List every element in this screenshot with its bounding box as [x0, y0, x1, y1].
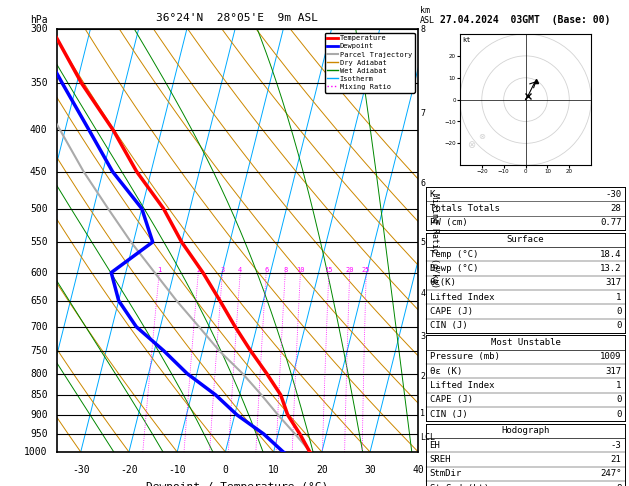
Text: 1: 1 — [420, 409, 425, 417]
Text: θε(K): θε(K) — [430, 278, 457, 287]
Text: 8: 8 — [420, 25, 425, 34]
Text: -30: -30 — [605, 190, 621, 199]
Text: 0: 0 — [616, 321, 621, 330]
Text: 247°: 247° — [600, 469, 621, 479]
Text: 700: 700 — [30, 322, 48, 332]
Text: SREH: SREH — [430, 455, 451, 464]
Text: 1: 1 — [616, 293, 621, 302]
Text: 18.4: 18.4 — [600, 249, 621, 259]
Text: Dewpoint / Temperature (°C): Dewpoint / Temperature (°C) — [147, 482, 328, 486]
Text: 36°24'N  28°05'E  9m ASL: 36°24'N 28°05'E 9m ASL — [157, 13, 318, 23]
Text: PW (cm): PW (cm) — [430, 218, 467, 227]
Text: 21: 21 — [611, 455, 621, 464]
Text: 500: 500 — [30, 204, 48, 213]
Text: Mixing Ratio (g/kg): Mixing Ratio (g/kg) — [430, 193, 439, 288]
Text: LCL: LCL — [420, 433, 435, 442]
Text: StmSpd (kt): StmSpd (kt) — [430, 484, 489, 486]
Text: -10: -10 — [169, 465, 186, 475]
Legend: Temperature, Dewpoint, Parcel Trajectory, Dry Adiabat, Wet Adiabat, Isotherm, Mi: Temperature, Dewpoint, Parcel Trajectory… — [325, 33, 415, 93]
Text: km
ASL: km ASL — [420, 5, 435, 25]
Text: 0: 0 — [616, 395, 621, 404]
Text: 7: 7 — [420, 108, 425, 118]
Text: Totals Totals: Totals Totals — [430, 204, 499, 213]
Text: Dewp (°C): Dewp (°C) — [430, 264, 478, 273]
Text: EH: EH — [430, 441, 440, 450]
Text: CIN (J): CIN (J) — [430, 321, 467, 330]
Text: 650: 650 — [30, 295, 48, 306]
Text: 950: 950 — [30, 429, 48, 439]
Text: 3: 3 — [420, 332, 425, 341]
Text: θε (K): θε (K) — [430, 366, 462, 376]
Text: 600: 600 — [30, 268, 48, 278]
Text: 10: 10 — [296, 267, 304, 273]
Text: 28: 28 — [611, 204, 621, 213]
Text: -20: -20 — [120, 465, 138, 475]
Text: 1: 1 — [616, 381, 621, 390]
Text: 6: 6 — [264, 267, 269, 273]
Text: ⊗: ⊗ — [478, 132, 486, 141]
Text: hPa: hPa — [30, 15, 48, 25]
Text: 450: 450 — [30, 167, 48, 176]
Text: Hodograph: Hodograph — [501, 426, 550, 435]
Text: 5: 5 — [420, 238, 425, 246]
Text: CAPE (J): CAPE (J) — [430, 395, 472, 404]
Text: kt: kt — [462, 36, 471, 43]
Text: 800: 800 — [30, 368, 48, 379]
Text: 317: 317 — [605, 278, 621, 287]
Text: 25: 25 — [362, 267, 370, 273]
Text: StmDir: StmDir — [430, 469, 462, 479]
Text: 0: 0 — [616, 307, 621, 316]
Text: 1009: 1009 — [600, 352, 621, 362]
Text: 8: 8 — [283, 267, 287, 273]
Text: -30: -30 — [72, 465, 89, 475]
Text: 550: 550 — [30, 237, 48, 247]
Text: 20: 20 — [345, 267, 354, 273]
Text: 750: 750 — [30, 346, 48, 356]
Text: -3: -3 — [611, 441, 621, 450]
Text: 30: 30 — [364, 465, 376, 475]
Text: 317: 317 — [605, 366, 621, 376]
Text: 4: 4 — [420, 289, 425, 298]
Text: 300: 300 — [30, 24, 48, 34]
Text: 8: 8 — [616, 484, 621, 486]
Text: 2: 2 — [420, 372, 425, 381]
Text: 400: 400 — [30, 125, 48, 135]
Text: 0: 0 — [616, 410, 621, 419]
Text: 27.04.2024  03GMT  (Base: 00): 27.04.2024 03GMT (Base: 00) — [440, 15, 611, 25]
Text: 4: 4 — [238, 267, 242, 273]
Text: 20: 20 — [316, 465, 328, 475]
Text: ⊗: ⊗ — [467, 140, 475, 150]
Text: 13.2: 13.2 — [600, 264, 621, 273]
Text: CIN (J): CIN (J) — [430, 410, 467, 419]
Text: Lifted Index: Lifted Index — [430, 293, 494, 302]
Text: 0: 0 — [223, 465, 228, 475]
Text: Temp (°C): Temp (°C) — [430, 249, 478, 259]
Text: Surface: Surface — [507, 235, 544, 244]
Text: CAPE (J): CAPE (J) — [430, 307, 472, 316]
Text: Lifted Index: Lifted Index — [430, 381, 494, 390]
Text: 6: 6 — [420, 178, 425, 188]
Text: 350: 350 — [30, 78, 48, 88]
Text: Pressure (mb): Pressure (mb) — [430, 352, 499, 362]
Text: K: K — [430, 190, 435, 199]
Text: 3: 3 — [220, 267, 225, 273]
Text: 1: 1 — [157, 267, 162, 273]
Text: 40: 40 — [413, 465, 424, 475]
Text: 900: 900 — [30, 410, 48, 420]
Text: 850: 850 — [30, 390, 48, 400]
Text: 1000: 1000 — [24, 447, 48, 457]
Text: 2: 2 — [196, 267, 201, 273]
Text: Most Unstable: Most Unstable — [491, 338, 560, 347]
Text: 15: 15 — [325, 267, 333, 273]
Text: 10: 10 — [268, 465, 279, 475]
Text: 0.77: 0.77 — [600, 218, 621, 227]
